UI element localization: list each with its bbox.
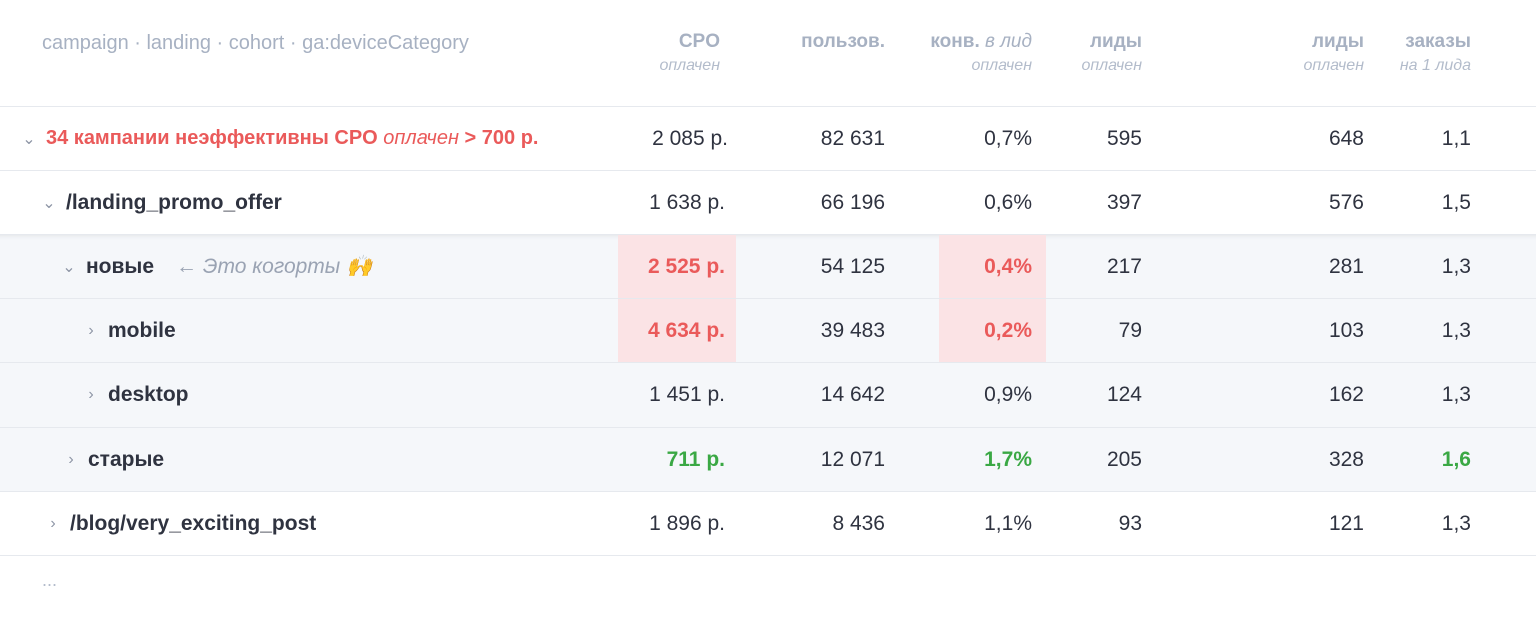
cell-conversion: 0,2% xyxy=(984,318,1032,342)
cell-cpo: 711 р. xyxy=(666,447,725,471)
cell-users: 39 483 xyxy=(820,318,885,342)
chevron-right-icon[interactable]: › xyxy=(50,514,56,532)
cell-leads-paid: 93 xyxy=(1118,511,1142,535)
cell-leads-paid: 397 xyxy=(1106,190,1142,214)
more-rows-indicator[interactable]: ... xyxy=(42,570,58,590)
table-row-device-mobile[interactable]: › mobile 4 634 р. 39 483 0,2% 79 103 1,3 xyxy=(0,299,1536,363)
table-row-cohort-old[interactable]: › старые 711 р. 12 071 1,7% 205 328 1,6 xyxy=(0,428,1536,492)
cell-cpo: 1 638 р. xyxy=(649,190,725,214)
chevron-down-icon[interactable]: ⌄ xyxy=(62,258,76,276)
cell-orders: 1,5 xyxy=(1441,190,1471,214)
chevron-down-icon[interactable]: ⌄ xyxy=(42,194,56,212)
header-col-conversion[interactable]: конв. в лид оплачен xyxy=(930,31,1032,74)
cell-conversion: 1,1% xyxy=(984,511,1032,535)
cpo-alert-highlight xyxy=(618,235,736,298)
cell-leads-paid: 595 xyxy=(1106,126,1142,150)
row-label: › desktop xyxy=(82,363,188,427)
chevron-right-icon[interactable]: › xyxy=(88,386,94,403)
cell-leads: 121 xyxy=(1328,511,1364,535)
chevron-right-icon[interactable]: › xyxy=(68,450,74,468)
cell-leads: 281 xyxy=(1328,254,1364,278)
cell-orders: 1,1 xyxy=(1441,126,1471,150)
row-label: ⌄ /landing_promo_offer xyxy=(40,171,282,234)
cell-users: 82 631 xyxy=(820,126,885,150)
cell-leads-paid: 205 xyxy=(1106,447,1142,471)
header-col-cpo[interactable]: CPO оплачен xyxy=(659,31,720,74)
cell-leads: 576 xyxy=(1328,190,1364,214)
cell-cpo: 2 085 р. xyxy=(652,126,728,150)
table-row-device-desktop[interactable]: › desktop 1 451 р. 14 642 0,9% 124 162 1… xyxy=(0,363,1536,428)
table-row-cohort-new[interactable]: ⌄ новые ← Это когорты 🙌 2 525 р. 54 125 … xyxy=(0,235,1536,299)
cell-leads: 648 xyxy=(1328,126,1364,150)
row-label: › /blog/very_exciting_post xyxy=(44,492,316,555)
table-row-campaign-group[interactable]: ⌄ 34 кампании неэффективны CPO оплачен >… xyxy=(0,107,1536,171)
row-label: ⌄ 34 кампании неэффективны CPO оплачен >… xyxy=(20,107,538,170)
cell-users: 12 071 xyxy=(820,447,885,471)
cell-conversion: 0,9% xyxy=(984,383,1032,406)
cell-orders: 1,3 xyxy=(1441,383,1471,406)
header-col-leads[interactable]: лиды оплачен xyxy=(1303,31,1364,74)
row-label: ⌄ новые ← Это когорты 🙌 xyxy=(60,235,372,298)
cell-orders: 1,6 xyxy=(1441,447,1471,471)
cell-conversion: 0,4% xyxy=(984,254,1032,278)
cell-leads-paid: 79 xyxy=(1118,318,1142,342)
cell-leads-paid: 124 xyxy=(1106,383,1142,406)
table-row-landing-blog[interactable]: › /blog/very_exciting_post 1 896 р. 8 43… xyxy=(0,492,1536,556)
table-row-landing-promo[interactable]: ⌄ /landing_promo_offer 1 638 р. 66 196 0… xyxy=(0,171,1536,235)
cell-cpo: 1 896 р. xyxy=(649,511,725,535)
header-col-leads-paid[interactable]: лиды оплачен xyxy=(1081,31,1142,74)
header-dimensions: campaign · landing · cohort · ga:deviceC… xyxy=(42,32,469,54)
cell-orders: 1,3 xyxy=(1441,511,1471,535)
cell-leads: 162 xyxy=(1328,383,1364,406)
table-header: campaign · landing · cohort · ga:deviceC… xyxy=(0,0,1536,107)
conversion-alert-highlight xyxy=(939,299,1046,362)
cell-users: 54 125 xyxy=(820,254,885,278)
cell-conversion: 1,7% xyxy=(984,447,1032,471)
cell-users: 14 642 xyxy=(820,383,885,406)
row-label: › mobile xyxy=(82,299,175,362)
header-col-users[interactable]: пользов. xyxy=(801,31,885,52)
cell-cpo: 4 634 р. xyxy=(647,318,725,342)
cohort-annotation: ← Это когорты 🙌 xyxy=(176,254,373,278)
cell-users: 8 436 xyxy=(832,511,885,535)
chevron-right-icon[interactable]: › xyxy=(88,321,94,339)
cell-users: 66 196 xyxy=(820,190,885,214)
header-col-orders[interactable]: заказы на 1 лида xyxy=(1399,31,1471,74)
cell-leads-paid: 217 xyxy=(1106,254,1142,278)
conversion-alert-highlight xyxy=(939,235,1046,298)
cell-conversion: 0,6% xyxy=(984,190,1032,214)
cell-cpo: 2 525 р. xyxy=(647,254,725,278)
cpo-alert-highlight xyxy=(618,299,736,362)
cell-orders: 1,3 xyxy=(1441,254,1471,278)
cell-leads: 328 xyxy=(1328,447,1364,471)
row-label: › старые xyxy=(62,428,164,491)
chevron-down-icon[interactable]: ⌄ xyxy=(22,130,36,148)
cell-cpo: 1 451 р. xyxy=(649,383,725,406)
cell-conversion: 0,7% xyxy=(984,126,1032,150)
cell-orders: 1,3 xyxy=(1441,318,1471,342)
cell-leads: 103 xyxy=(1328,318,1364,342)
